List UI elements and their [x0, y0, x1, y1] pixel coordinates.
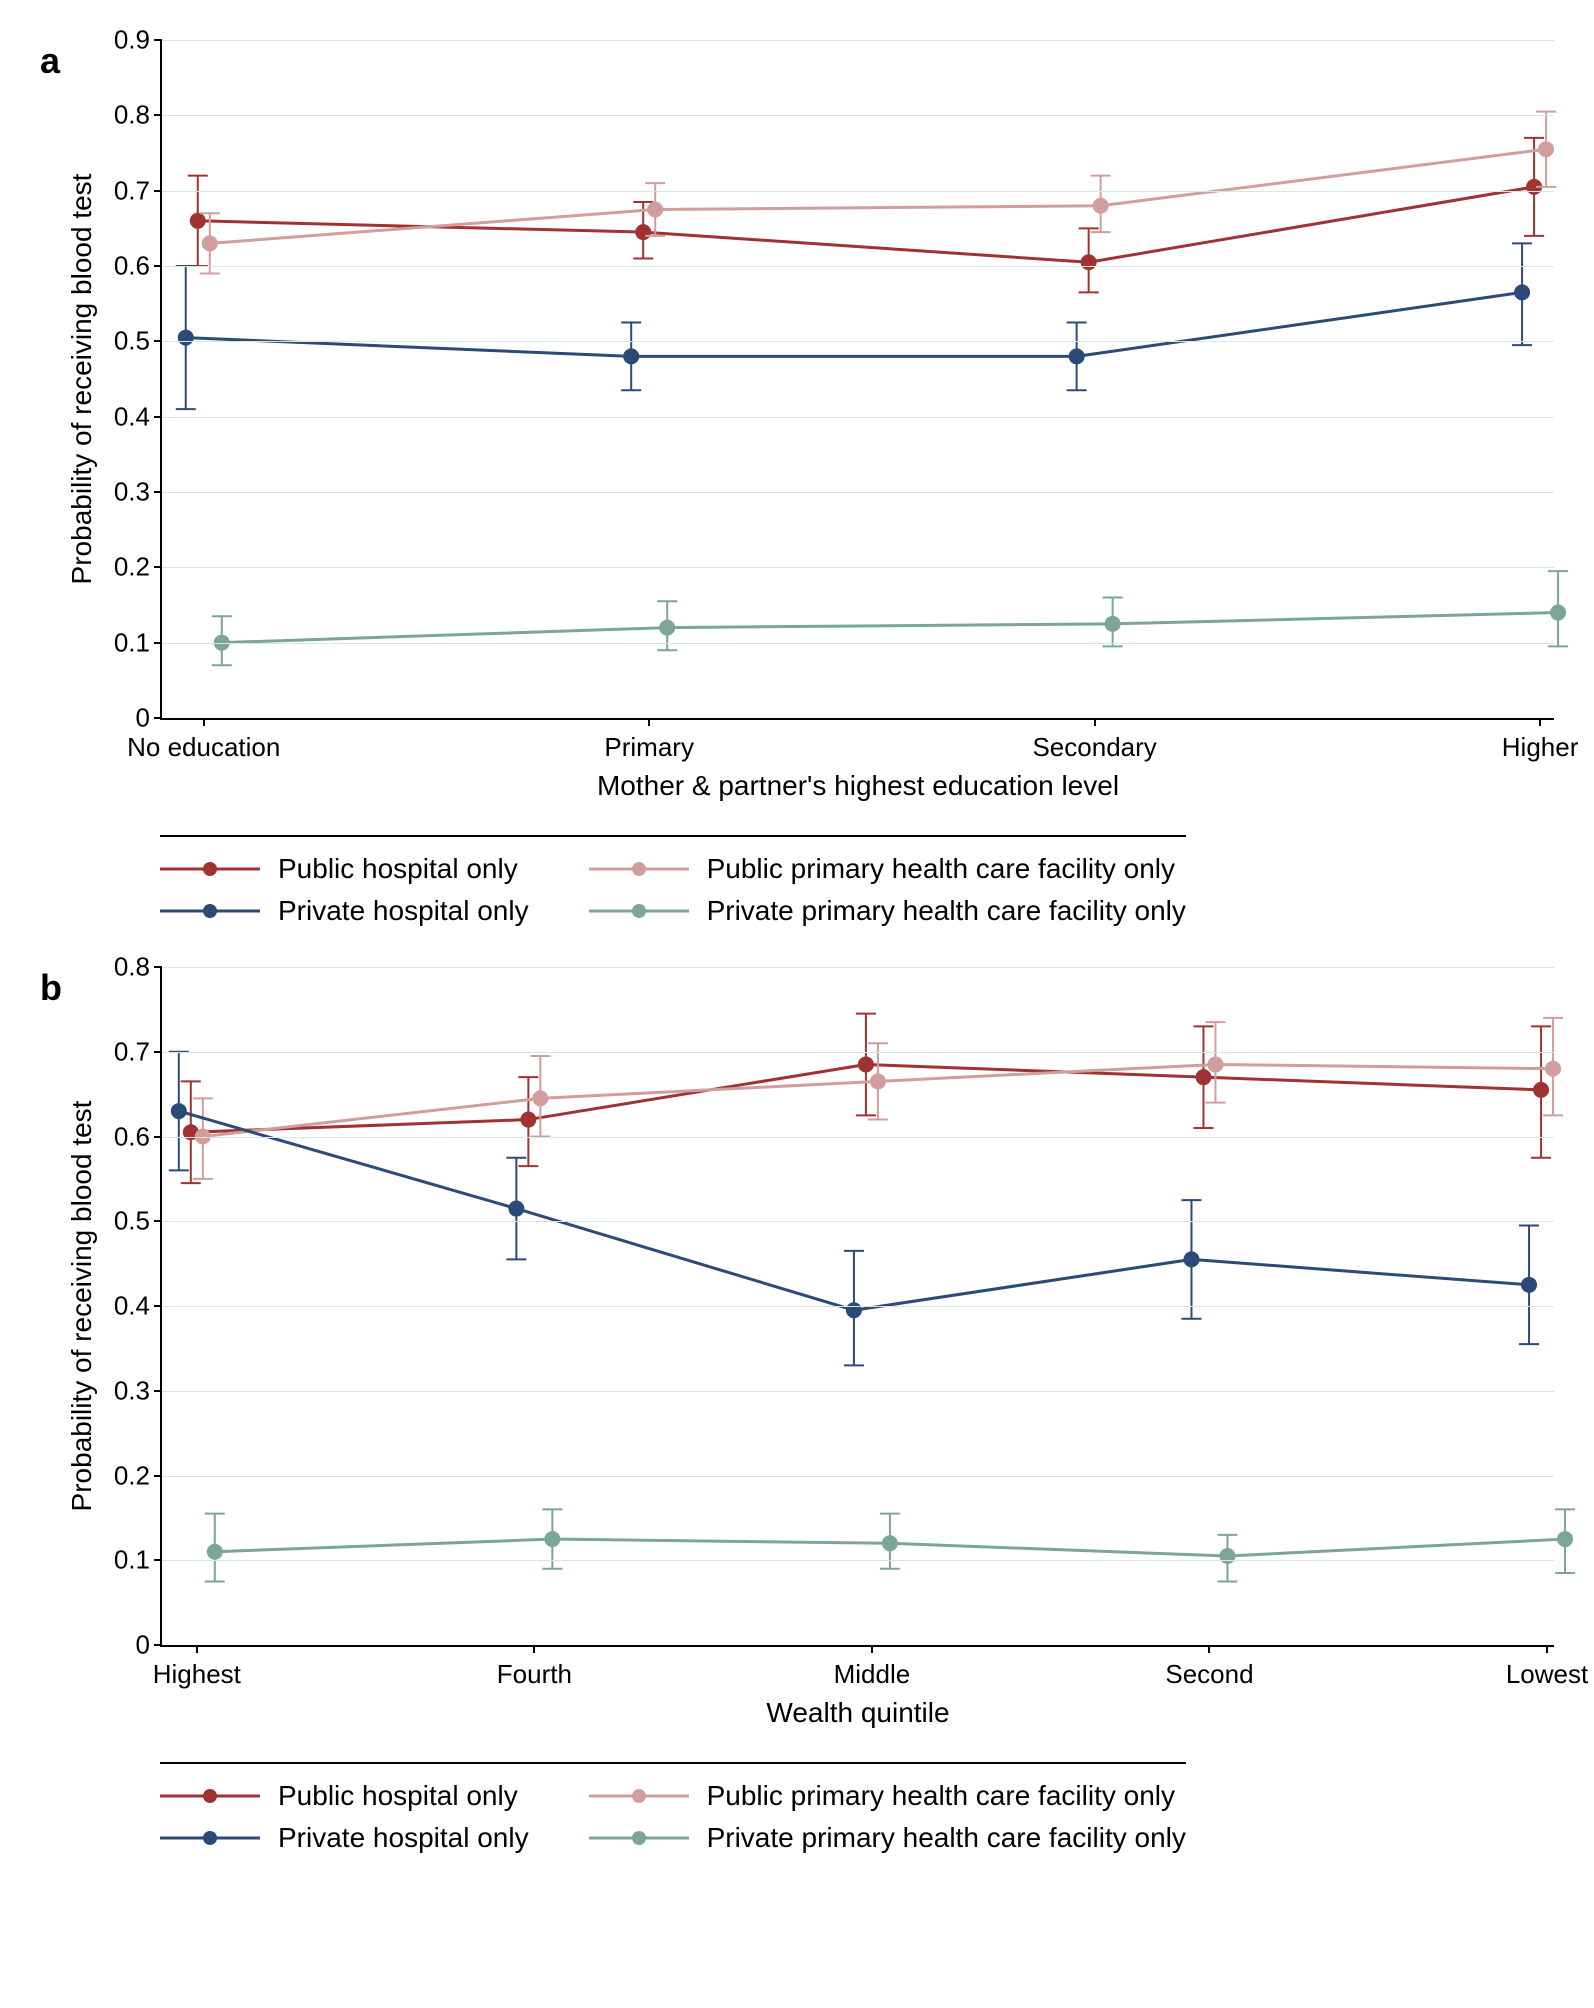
ytick-mark — [154, 1305, 162, 1307]
ytick-mark — [154, 1136, 162, 1138]
ytick-mark — [154, 1220, 162, 1222]
ytick-mark — [154, 39, 162, 41]
legend-a: Public hospital only Public primary healt… — [160, 835, 1186, 927]
legend-swatch — [160, 1781, 260, 1811]
legend-swatch — [589, 854, 689, 884]
xtick-mark — [1539, 718, 1541, 726]
data-layer-a — [162, 40, 1554, 718]
gridline — [162, 1052, 1554, 1053]
legend-swatch — [160, 854, 260, 884]
legend-item: Private hospital only — [160, 895, 529, 927]
legend-item: Public hospital only — [160, 853, 529, 885]
gridline — [162, 266, 1554, 267]
xtick-mark — [533, 1645, 535, 1653]
gridline — [162, 643, 1554, 644]
ytick-mark — [154, 491, 162, 493]
legend-label: Private primary health care facility onl… — [707, 895, 1186, 927]
ytick-mark — [154, 190, 162, 192]
xtick-mark — [203, 718, 205, 726]
ytick-mark — [154, 265, 162, 267]
panel-a: a Probability of receiving blood test Mo… — [40, 40, 1554, 927]
ytick-mark — [154, 966, 162, 968]
panel-b: b Probability of receiving blood test We… — [40, 967, 1554, 1854]
plot-area-b: Probability of receiving blood test Weal… — [160, 967, 1554, 1647]
gridline — [162, 341, 1554, 342]
panel-b-label: b — [40, 967, 62, 1009]
gridline — [162, 567, 1554, 568]
legend-label: Public primary health care facility only — [707, 1780, 1175, 1812]
legend-label: Private hospital only — [278, 895, 529, 927]
legend-label: Public hospital only — [278, 1780, 518, 1812]
legend-swatch — [589, 1823, 689, 1853]
legend-swatch — [160, 896, 260, 926]
ytick-mark — [154, 114, 162, 116]
gridline — [162, 1476, 1554, 1477]
legend-swatch — [589, 896, 689, 926]
xtick-mark — [1094, 718, 1096, 726]
legend-item: Private hospital only — [160, 1822, 529, 1854]
legend-item: Public primary health care facility only — [589, 853, 1186, 885]
legend-item: Public primary health care facility only — [589, 1780, 1186, 1812]
gridline — [162, 115, 1554, 116]
ytick-mark — [154, 1475, 162, 1477]
legend-label: Public hospital only — [278, 853, 518, 885]
legend-item: Private primary health care facility onl… — [589, 1822, 1186, 1854]
gridline — [162, 40, 1554, 41]
legend-swatch — [589, 1781, 689, 1811]
ytick-mark — [154, 1051, 162, 1053]
legend-label: Public primary health care facility only — [707, 853, 1175, 885]
gridline — [162, 191, 1554, 192]
legend-label: Private hospital only — [278, 1822, 529, 1854]
legend-item: Private primary health care facility onl… — [589, 895, 1186, 927]
panel-a-label: a — [40, 40, 60, 82]
gridline — [162, 492, 1554, 493]
legend-item: Public hospital only — [160, 1780, 529, 1812]
xtick-mark — [1208, 1645, 1210, 1653]
legend-swatch — [160, 1823, 260, 1853]
xtick-mark — [196, 1645, 198, 1653]
xtick-mark — [648, 718, 650, 726]
ytick-mark — [154, 340, 162, 342]
ytick-mark — [154, 416, 162, 418]
y-axis-title-a: Probability of receiving blood test — [66, 174, 98, 585]
gridline — [162, 1391, 1554, 1392]
gridline — [162, 417, 1554, 418]
ytick-mark — [154, 642, 162, 644]
xtick-mark — [1546, 1645, 1548, 1653]
gridline — [162, 1137, 1554, 1138]
gridline — [162, 967, 1554, 968]
gridline — [162, 1221, 1554, 1222]
plot-area-a: Probability of receiving blood test Moth… — [160, 40, 1554, 720]
y-axis-title-b: Probability of receiving blood test — [66, 1101, 98, 1512]
legend-label: Private primary health care facility onl… — [707, 1822, 1186, 1854]
gridline — [162, 1560, 1554, 1561]
xtick-mark — [871, 1645, 873, 1653]
ytick-mark — [154, 1559, 162, 1561]
ytick-mark — [154, 1390, 162, 1392]
legend-b: Public hospital only Public primary healt… — [160, 1762, 1186, 1854]
ytick-mark — [154, 566, 162, 568]
gridline — [162, 1306, 1554, 1307]
